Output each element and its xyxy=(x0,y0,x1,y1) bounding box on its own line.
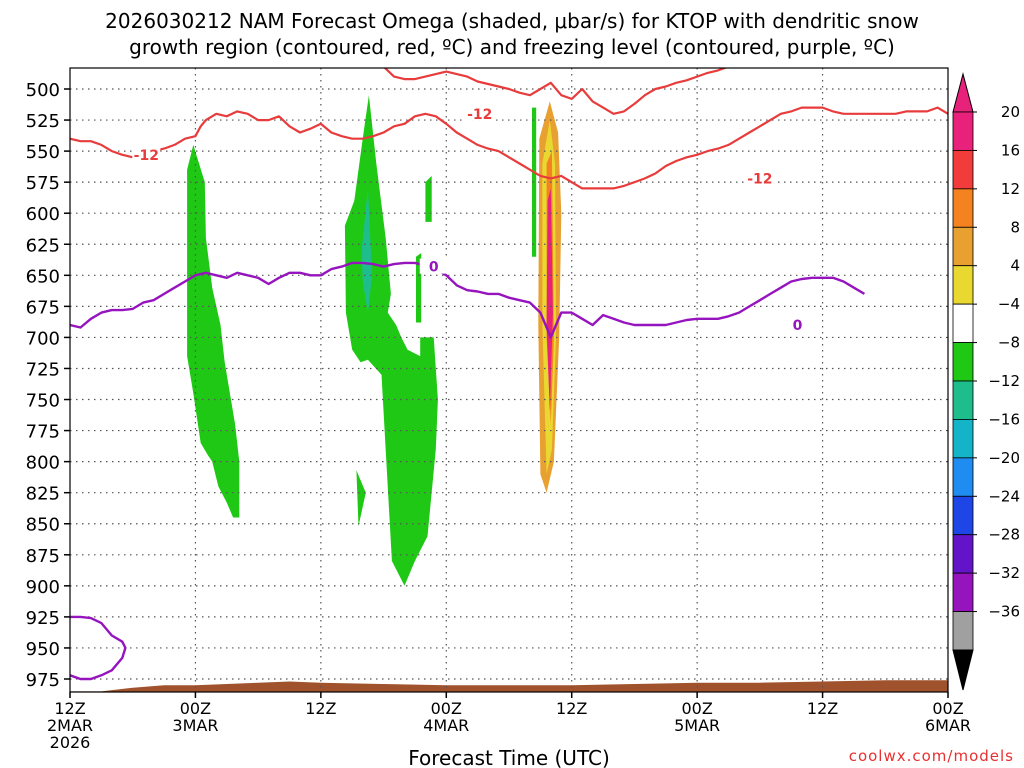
x-tick-label-3-1: 4MAR xyxy=(423,716,469,735)
red-contour-1 xyxy=(383,68,728,115)
colorbar-swatch-13 xyxy=(952,611,974,651)
omega-region-2 xyxy=(356,470,366,527)
terrain-fill xyxy=(70,680,948,692)
x-tick-label-2-0: 12Z xyxy=(305,699,336,718)
y-tick-label-500: 500 xyxy=(26,80,60,101)
contour-label-4: 0 xyxy=(793,318,803,334)
y-axis: 500 525 550 575 600 625 650 675 700 725 750 775 800 8… xyxy=(26,80,70,691)
colorbar-swatch-12 xyxy=(952,572,974,612)
y-tick-label-850: 850 xyxy=(26,515,60,536)
contour-label-bg-1 xyxy=(465,105,494,121)
y-tick-label-675: 675 xyxy=(26,297,60,318)
y-tick-label-575: 575 xyxy=(26,173,60,194)
contour-label-2: -12 xyxy=(747,171,772,187)
colorbar-label-7: −12 xyxy=(988,372,1020,390)
chart-title: 2026030212 NAM Forecast Omega (shaded, μ… xyxy=(0,8,1024,60)
colorbar-label-2: 12 xyxy=(1001,180,1020,198)
title-line-1: 2026030212 NAM Forecast Omega (shaded, μ… xyxy=(105,9,919,33)
purple-contour-1 xyxy=(70,615,127,681)
x-tick-label-4-0: 12Z xyxy=(556,699,587,718)
colorbar-swatch-10 xyxy=(952,495,974,536)
contour-label-bg-4 xyxy=(783,317,812,332)
contour-label-1: -12 xyxy=(467,107,492,123)
contour-label-bg-0 xyxy=(132,146,161,162)
colorbar-top-cap xyxy=(952,72,974,113)
contour-label-bg-3 xyxy=(419,258,448,274)
y-tick-label-750: 750 xyxy=(26,391,60,412)
y-tick-label-875: 875 xyxy=(26,546,60,567)
x-tick-label-5-1: 5MAR xyxy=(674,716,720,735)
red-contour-0 xyxy=(70,106,948,190)
colorbar-label-13: −36 xyxy=(988,603,1020,621)
y-tick-label-525: 525 xyxy=(26,111,60,132)
y-tick-label-900: 900 xyxy=(26,577,60,598)
credit-text: coolwx.com/models xyxy=(848,747,1014,765)
omega-region-0 xyxy=(187,144,240,518)
colorbar-label-0: 20 xyxy=(1001,103,1020,121)
omega-region-3 xyxy=(425,175,432,222)
terrain xyxy=(70,680,948,692)
colorbar-swatch-7 xyxy=(952,380,974,420)
x-tick-label-1-1: 3MAR xyxy=(172,716,218,735)
colorbar-swatch-0 xyxy=(952,111,974,151)
colorbar-label-5: −4 xyxy=(998,295,1020,313)
y-tick-label-950: 950 xyxy=(26,639,60,660)
x-tick-label-1-0: 00Z xyxy=(180,699,211,718)
grid xyxy=(70,68,948,692)
colorbar-label-10: −24 xyxy=(988,487,1020,505)
colorbar-swatch-9 xyxy=(952,457,974,497)
colorbar-label-9: −20 xyxy=(988,449,1020,467)
x-tick-label-0-1: 2MAR xyxy=(47,716,93,735)
colorbar-swatch-1 xyxy=(952,150,974,190)
x-tick-label-0-0: 12Z xyxy=(54,699,85,718)
colorbar-swatch-4 xyxy=(952,265,974,305)
x-axis-label: Forecast Time (UTC) xyxy=(408,746,610,768)
contour-labels: -12 -12 -12 0 0 xyxy=(132,105,812,334)
y-tick-label-975: 975 xyxy=(26,670,60,691)
y-tick-label-825: 825 xyxy=(26,484,60,505)
y-tick-label-625: 625 xyxy=(26,235,60,256)
x-tick-label-0-2: 2026 xyxy=(50,733,91,752)
plot-frame xyxy=(69,67,949,693)
contour-label-bg-2 xyxy=(745,170,774,186)
contour-label-0: -12 xyxy=(134,148,159,164)
x-tick-label-3-0: 00Z xyxy=(431,699,462,718)
colorbar-swatch-2 xyxy=(952,188,974,228)
colorbar-bottom-cap xyxy=(952,649,974,691)
y-tick-label-700: 700 xyxy=(26,328,60,349)
x-tick-label-6-0: 12Z xyxy=(807,699,838,718)
y-tick-label-775: 775 xyxy=(26,422,60,443)
colorbar-label-4: 4 xyxy=(1010,257,1020,275)
colorbar-label-3: 8 xyxy=(1010,218,1020,236)
omega-region-6 xyxy=(361,188,373,313)
y-tick-label-725: 725 xyxy=(26,359,60,380)
omega-region-5 xyxy=(532,107,537,257)
colorbar-label-6: −8 xyxy=(998,334,1020,352)
y-tick-label-650: 650 xyxy=(26,266,60,287)
colorbar-label-12: −32 xyxy=(988,564,1020,582)
colorbar-label-11: −28 xyxy=(988,526,1020,544)
contours xyxy=(70,68,948,681)
purple-contour-0 xyxy=(70,261,866,339)
y-tick-label-550: 550 xyxy=(26,142,60,163)
y-tick-label-925: 925 xyxy=(26,608,60,629)
colorbar-swatch-11 xyxy=(952,534,974,574)
title-line-2: growth region (contoured, red, ºC) and f… xyxy=(129,35,895,59)
x-tick-label-7-0: 00Z xyxy=(932,699,963,718)
y-tick-label-800: 800 xyxy=(26,453,60,474)
colorbar-swatch-3 xyxy=(952,226,974,267)
contour-label-3: 0 xyxy=(429,260,439,276)
x-tick-label-5-0: 00Z xyxy=(681,699,712,718)
colorbar-label-8: −16 xyxy=(988,410,1020,428)
x-tick-label-7-1: 6MAR xyxy=(925,716,971,735)
colorbar-swatch-6 xyxy=(952,342,974,382)
omega-shading xyxy=(187,95,562,586)
colorbar: 20 16 12 8 4 −4 −8 −12 −16 −20 −24 −28 −32 −36 xyxy=(952,72,1020,691)
y-tick-label-600: 600 xyxy=(26,204,60,225)
colorbar-swatch-8 xyxy=(952,419,974,459)
colorbar-label-1: 16 xyxy=(1001,141,1020,159)
colorbar-swatch-5 xyxy=(952,303,974,343)
